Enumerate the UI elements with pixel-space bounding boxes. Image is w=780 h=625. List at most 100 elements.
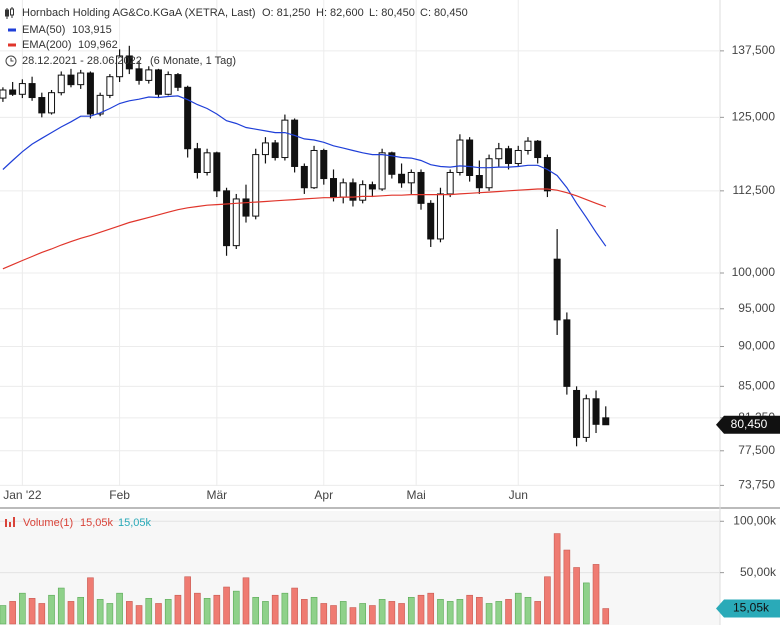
x-tick-label: Mai <box>406 488 425 502</box>
volume-bar <box>271 594 279 625</box>
chart-title: Hornbach Holding AG&Co.KGaA (XETRA, Last… <box>22 7 256 19</box>
y-tick-label: 85,000 <box>738 379 775 393</box>
volume-bar <box>320 603 328 625</box>
candle-body <box>388 152 396 175</box>
candle-body <box>330 178 338 198</box>
volume-bar <box>242 577 250 625</box>
legend-label: EMA(200) <box>22 39 72 51</box>
volume-bar <box>553 533 561 625</box>
candle-body <box>582 398 590 438</box>
candle-body <box>378 152 386 190</box>
volume-bar <box>223 586 230 625</box>
volume-bar <box>164 599 172 625</box>
x-tick-label: Jan '22 <box>3 488 42 502</box>
volume-bar <box>544 576 551 625</box>
y-tick-label: 100,00k <box>733 513 777 527</box>
y-tick-label: 73,750 <box>738 478 775 492</box>
candle-body <box>96 94 104 115</box>
volume-bar <box>456 599 464 625</box>
volume-bar <box>378 599 386 625</box>
candle-body <box>446 171 454 195</box>
candle-body <box>563 319 571 387</box>
volume-bar <box>19 592 26 625</box>
volume-bar <box>0 605 7 625</box>
candle-body <box>271 142 279 159</box>
y-tick-label: 95,000 <box>738 301 775 315</box>
candle-body <box>466 139 474 177</box>
volume-marker <box>716 599 780 618</box>
candle-body <box>9 89 17 95</box>
candle-body <box>543 157 551 192</box>
candle-body <box>38 97 46 114</box>
volume-bar <box>262 601 269 625</box>
volume-bar <box>485 603 493 625</box>
y-tick-label: 100,000 <box>732 265 776 279</box>
volume-bar <box>194 592 201 625</box>
volume-bar <box>514 592 522 625</box>
volume-bar <box>57 587 65 625</box>
volume-bar <box>388 601 396 625</box>
candle-body <box>417 171 425 204</box>
candle-body <box>436 193 444 240</box>
candle-body <box>48 92 56 114</box>
x-tick-label: Apr <box>314 488 333 502</box>
candle-body <box>427 202 435 240</box>
volume-label: 15,05k <box>733 601 770 615</box>
candle-body <box>320 149 328 180</box>
volume-bar <box>232 590 240 625</box>
candle-body <box>407 171 415 184</box>
volume-bar <box>126 601 133 625</box>
candle-body <box>223 190 231 247</box>
legend-value: 103,915 <box>72 24 112 36</box>
ohlc-label: O: 81,250 <box>262 7 310 19</box>
y-tick-label: 137,500 <box>732 43 776 57</box>
volume-bar <box>417 594 425 625</box>
legend-value: 109,962 <box>78 39 118 51</box>
ohlc-label: C: 80,450 <box>420 7 468 19</box>
volume-bar <box>427 592 435 625</box>
candle-body <box>485 158 493 189</box>
volume-bar <box>301 599 308 625</box>
candle-body <box>174 74 182 88</box>
candle-body <box>281 119 289 159</box>
y-tick-label: 77,500 <box>738 443 775 457</box>
volume-bar <box>534 601 541 625</box>
candle-body <box>213 152 221 192</box>
candle-body <box>77 72 85 86</box>
period: (6 Monate, 1 Tag) <box>150 55 236 67</box>
candle-body <box>67 74 75 86</box>
volume-bar <box>281 592 289 625</box>
volume-bar <box>437 599 444 625</box>
ohlc-label: H: 82,600 <box>316 7 364 19</box>
volume-bar <box>339 601 347 625</box>
candle-body <box>145 69 153 81</box>
volume-bar <box>563 549 571 625</box>
candle-body <box>456 139 464 173</box>
candle-body <box>398 173 406 184</box>
legend-label: EMA(50) <box>22 24 65 36</box>
volume-legend: Volume(1) <box>23 517 73 529</box>
candle-body <box>261 142 269 156</box>
candle-body <box>125 55 133 70</box>
volume-bar <box>116 592 123 625</box>
candle-body <box>310 149 318 189</box>
ohlc-label: L: 80,450 <box>369 7 415 19</box>
candle-body <box>349 182 357 201</box>
date-range: 28.12.2021 - 28.06.2022 <box>22 55 142 67</box>
candle-body <box>300 165 308 189</box>
volume-bar <box>369 605 376 625</box>
candle-body <box>592 398 600 425</box>
volume-bar <box>446 601 454 625</box>
candle-body <box>86 72 94 115</box>
volume-bar <box>291 587 298 625</box>
candle-body <box>154 69 162 95</box>
candle-body <box>252 154 260 217</box>
y-tick-label: 112,500 <box>733 183 776 197</box>
candle-body <box>184 86 192 150</box>
candle-body <box>242 198 250 217</box>
candle-body <box>339 182 347 198</box>
volume-bar <box>495 601 503 625</box>
volume-legend-value: 15,05k <box>80 517 114 529</box>
